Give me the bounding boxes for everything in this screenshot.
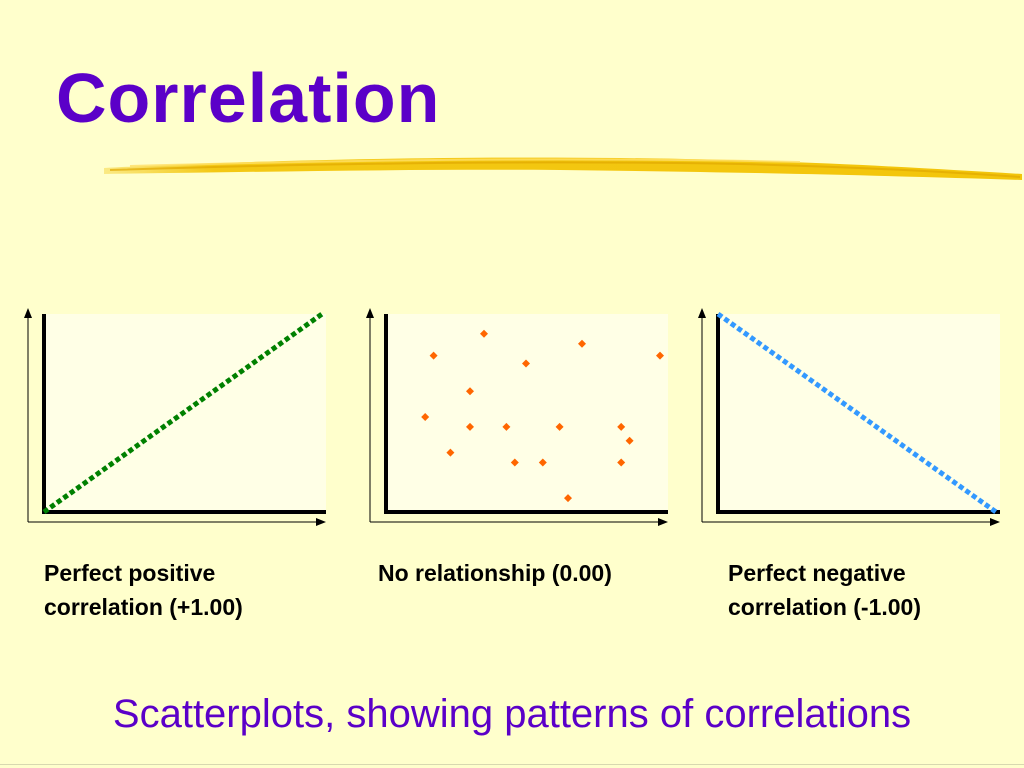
caption-no-relationship: No relationship (0.00) — [378, 556, 612, 590]
correlation-line — [716, 311, 998, 515]
scatter-point — [656, 351, 664, 360]
scatter-point — [480, 329, 488, 338]
chart-positive-correlation — [20, 308, 340, 538]
caption-positive-line-1: Perfect positive — [44, 560, 216, 586]
plot-area — [386, 314, 668, 512]
x-axis-arrow — [316, 518, 326, 526]
scatter-point — [510, 458, 519, 467]
caption-positive: Perfect positive correlation (+1.00) — [44, 556, 243, 624]
y-axis-arrow — [24, 308, 32, 318]
x-axis-arrow — [990, 518, 1000, 526]
scatter-point — [625, 436, 634, 445]
caption-positive-line-2: correlation (+1.00) — [44, 594, 243, 620]
scatter-point — [617, 422, 626, 431]
correlation-line — [42, 311, 324, 515]
x-axis-arrow — [658, 518, 668, 526]
caption-negative-line-2: correlation (-1.00) — [728, 594, 921, 620]
scatter-point — [538, 458, 547, 467]
chart-negative-svg — [698, 308, 1000, 526]
scatter-point — [429, 351, 438, 360]
y-axis-arrow — [366, 308, 374, 318]
slide-title: Correlation — [56, 59, 441, 137]
chart-negative-correlation — [694, 308, 1014, 538]
y-axis-arrow — [698, 308, 706, 318]
scatter-point — [502, 422, 511, 431]
scatter-point — [578, 339, 586, 348]
scatter-point — [446, 448, 455, 457]
title-underline-stroke — [104, 157, 1022, 180]
scatter-point — [564, 494, 572, 503]
caption-negative-line-1: Perfect negative — [728, 560, 906, 586]
caption-no-relationship-line-1: No relationship (0.00) — [378, 560, 612, 586]
scatter-point — [421, 412, 430, 421]
footer-divider — [0, 764, 1024, 765]
chart-no-relationship — [362, 308, 682, 538]
scatter-point — [617, 458, 626, 467]
scatter-point — [466, 387, 474, 396]
chart-positive-svg — [24, 308, 326, 526]
chart-no-relationship-svg — [366, 308, 668, 526]
scatter-point — [466, 422, 474, 431]
caption-negative: Perfect negative correlation (-1.00) — [728, 556, 921, 624]
scatter-point — [522, 359, 530, 368]
scatter-point — [555, 422, 564, 431]
slide-subtitle: Scatterplots, showing patterns of correl… — [112, 692, 912, 736]
